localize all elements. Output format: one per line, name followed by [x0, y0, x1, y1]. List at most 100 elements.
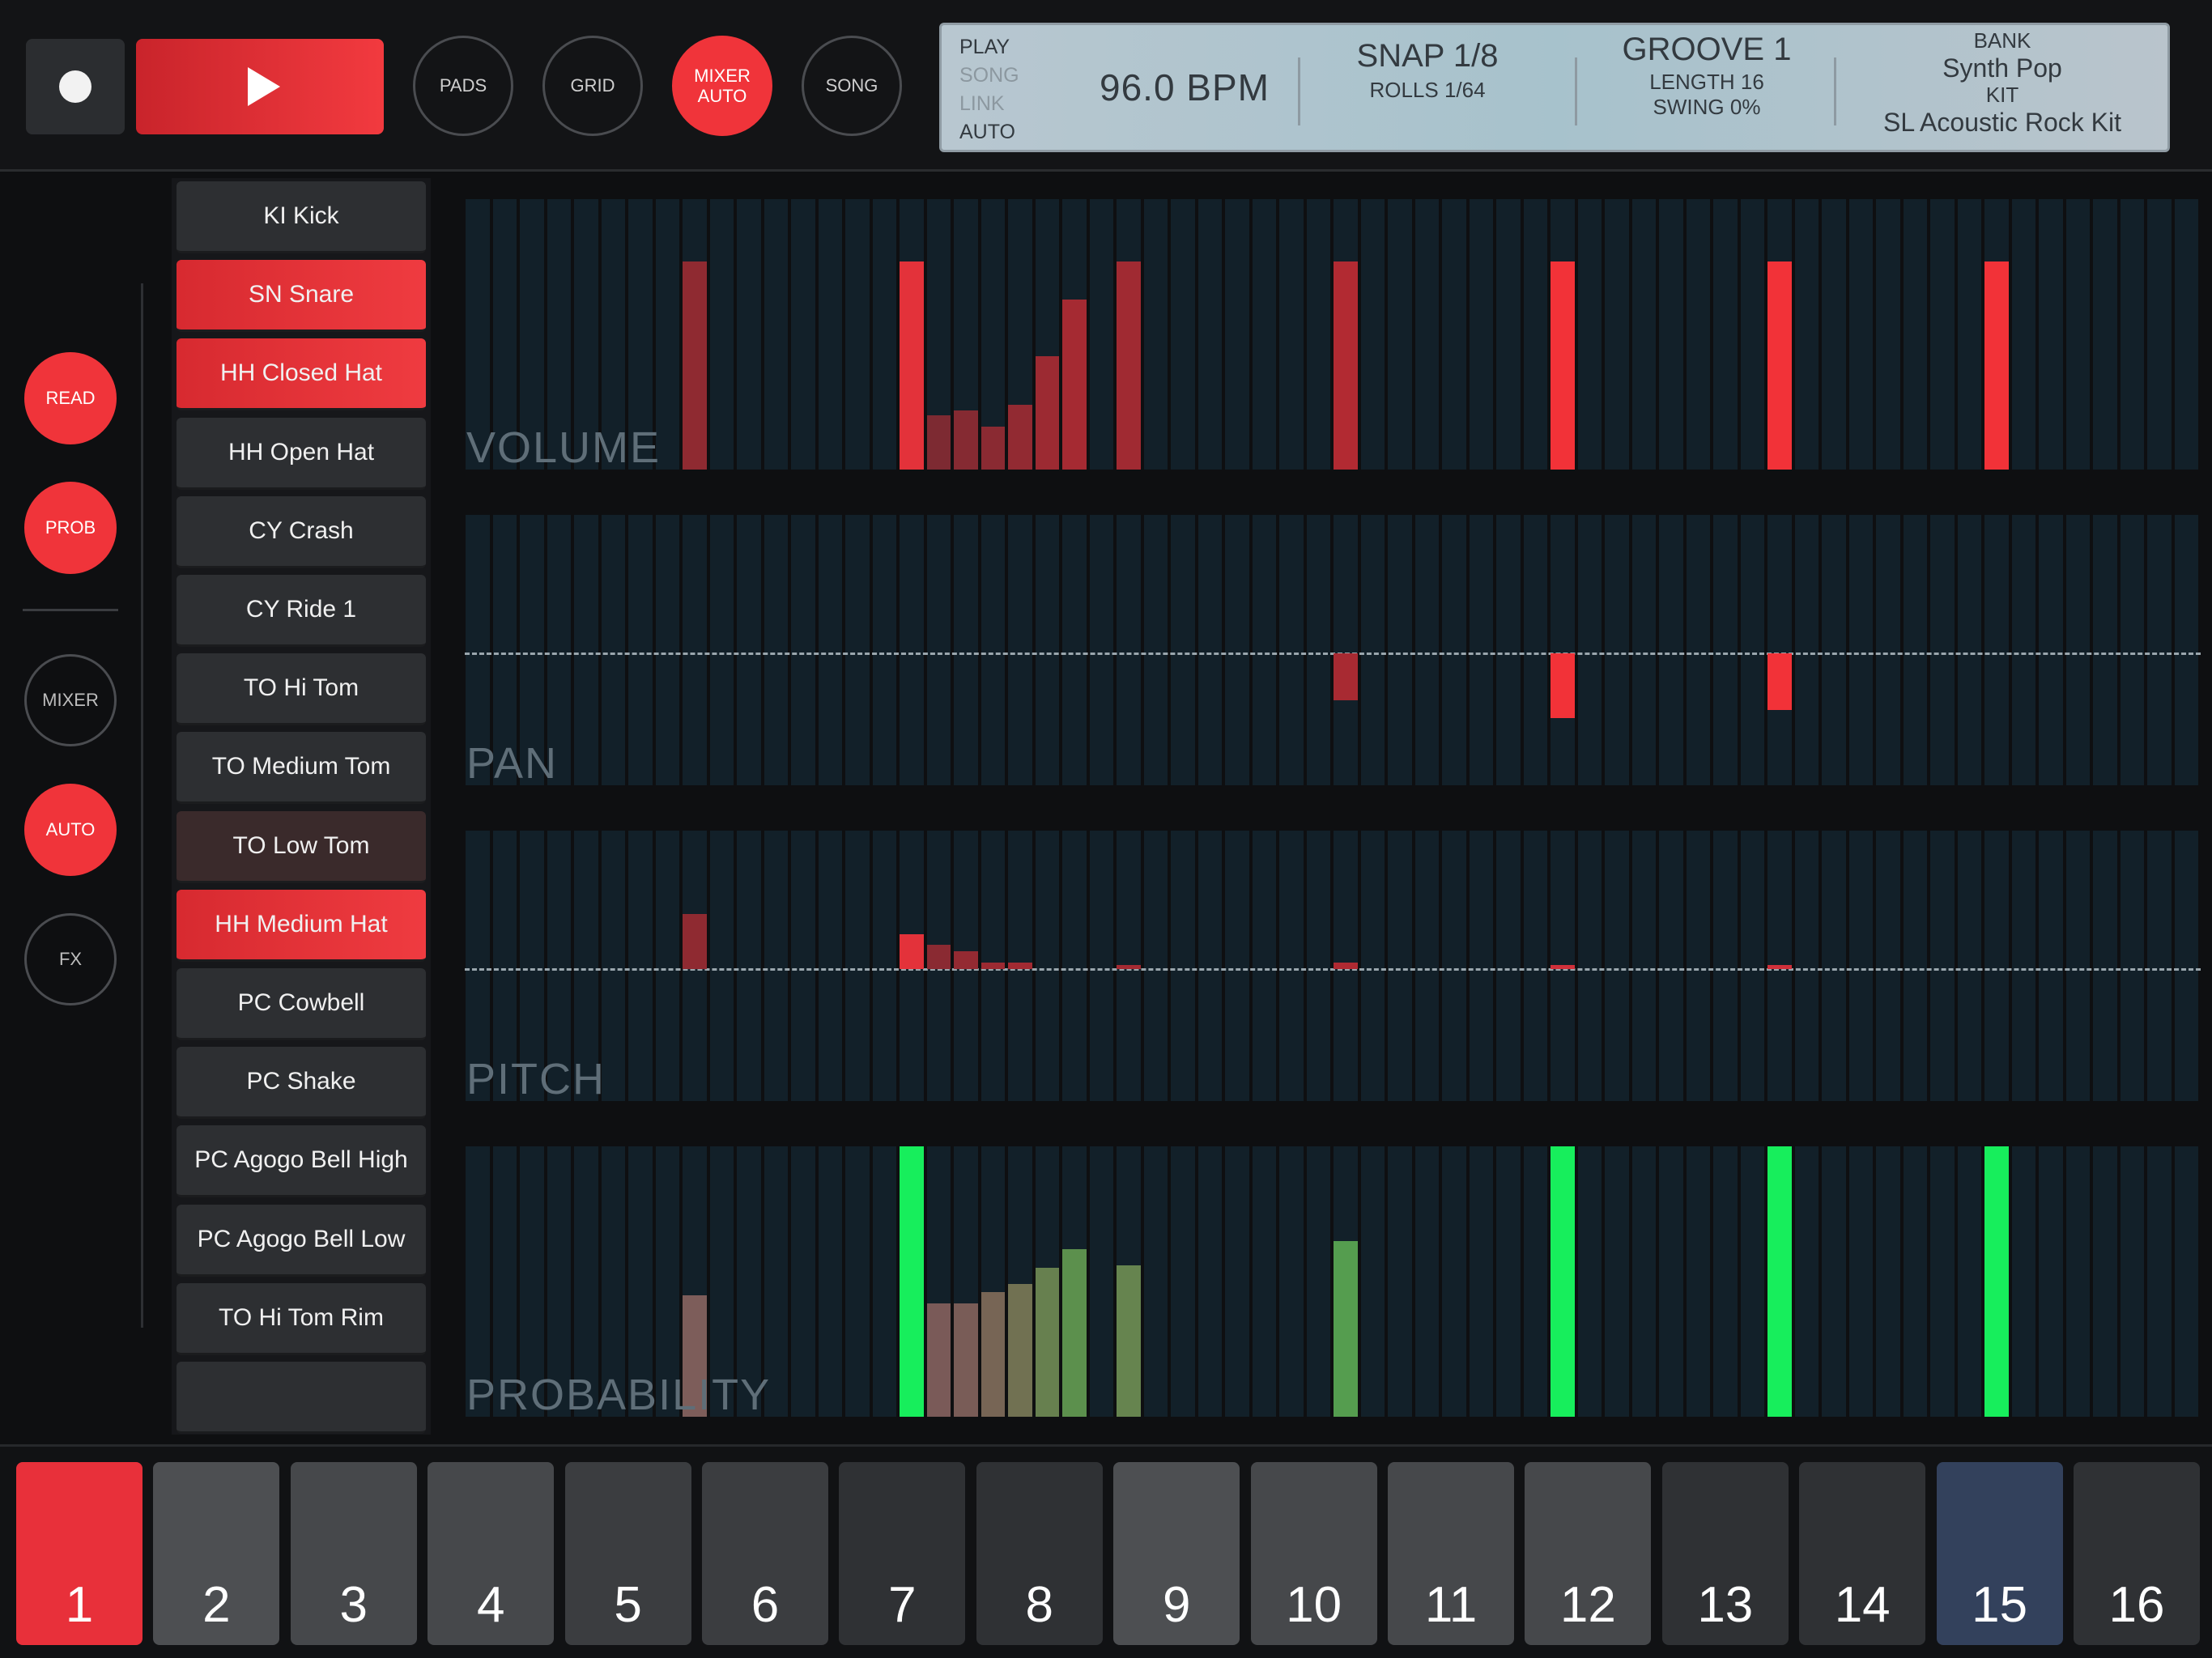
volume-value-bar[interactable] [1062, 299, 1087, 470]
step-column[interactable] [872, 199, 896, 470]
step-column[interactable] [1686, 199, 1710, 470]
step-column[interactable] [791, 515, 815, 785]
step-column[interactable] [818, 831, 842, 1101]
step-column[interactable] [1686, 515, 1710, 785]
step-column[interactable] [1252, 1146, 1276, 1417]
probability-value-bar[interactable] [1035, 1268, 1059, 1417]
pad-button[interactable]: 13 [1661, 1462, 1789, 1645]
step-column[interactable] [1388, 831, 1412, 1101]
step-column[interactable] [1794, 515, 1819, 785]
step-column[interactable] [2147, 1146, 2172, 1417]
step-column[interactable] [547, 831, 571, 1101]
step-column[interactable] [1794, 199, 1819, 470]
instrument-item[interactable]: SN Snare [177, 260, 426, 333]
auto-button[interactable]: AUTO [24, 784, 117, 876]
probability-value-bar[interactable] [683, 1295, 707, 1417]
step-column[interactable] [628, 515, 653, 785]
step-column[interactable] [1414, 515, 1439, 785]
step-column[interactable] [1605, 1146, 1629, 1417]
step-column[interactable] [1957, 831, 1981, 1101]
step-column[interactable] [1225, 515, 1249, 785]
step-column[interactable] [1848, 199, 1873, 470]
step-column[interactable] [2093, 1146, 2117, 1417]
step-column[interactable] [2065, 515, 2090, 785]
step-column[interactable] [1686, 831, 1710, 1101]
step-column[interactable] [1414, 1146, 1439, 1417]
step-column[interactable] [1062, 515, 1087, 785]
step-column[interactable] [1469, 199, 1493, 470]
step-column[interactable] [1225, 1146, 1249, 1417]
volume-lane[interactable]: VOLUME [465, 199, 2201, 472]
step-column[interactable] [1903, 199, 1927, 470]
pad-button[interactable]: 2 [153, 1462, 280, 1645]
step-column[interactable] [466, 199, 490, 470]
step-column[interactable] [1171, 1146, 1195, 1417]
step-column[interactable] [1631, 515, 1656, 785]
step-column[interactable] [547, 515, 571, 785]
step-column[interactable] [628, 199, 653, 470]
step-column[interactable] [1279, 1146, 1304, 1417]
bank-kit-readout[interactable]: BANK Synth Pop KIT SL Acoustic Rock Kit [1840, 25, 2164, 153]
pitch-value-bar[interactable] [683, 913, 707, 969]
step-column[interactable] [1496, 1146, 1521, 1417]
step-column[interactable] [520, 1146, 544, 1417]
step-column[interactable] [1496, 199, 1521, 470]
step-column[interactable] [1143, 1146, 1168, 1417]
step-column[interactable] [1659, 199, 1683, 470]
step-column[interactable] [872, 515, 896, 785]
pad-button[interactable]: 11 [1388, 1462, 1514, 1645]
step-column[interactable] [547, 199, 571, 470]
step-column[interactable] [1848, 1146, 1873, 1417]
step-column[interactable] [601, 831, 625, 1101]
volume-value-bar[interactable] [954, 410, 978, 470]
volume-value-bar[interactable] [683, 261, 707, 470]
step-column[interactable] [547, 1146, 571, 1417]
step-column[interactable] [1523, 199, 1547, 470]
step-column[interactable] [2039, 831, 2063, 1101]
step-column[interactable] [791, 1146, 815, 1417]
step-column[interactable] [655, 831, 679, 1101]
step-column[interactable] [1442, 1146, 1466, 1417]
step-column[interactable] [2011, 515, 2035, 785]
step-column[interactable] [926, 515, 951, 785]
step-column[interactable] [1930, 515, 1955, 785]
step-column[interactable] [1496, 515, 1521, 785]
step-column[interactable] [1388, 515, 1412, 785]
step-column[interactable] [1930, 831, 1955, 1101]
step-column[interactable] [791, 199, 815, 470]
instrument-item[interactable]: KI Kick [177, 181, 426, 253]
step-column[interactable] [628, 1146, 653, 1417]
volume-value-bar[interactable] [1984, 261, 2009, 470]
mixer-button[interactable]: MIXER [24, 654, 117, 746]
step-column[interactable] [1957, 515, 1981, 785]
probability-value-bar[interactable] [1551, 1146, 1575, 1417]
step-column[interactable] [1252, 199, 1276, 470]
probability-value-bar[interactable] [1334, 1240, 1358, 1417]
step-column[interactable] [1089, 1146, 1113, 1417]
step-column[interactable] [1252, 515, 1276, 785]
step-column[interactable] [845, 831, 870, 1101]
volume-value-bar[interactable] [1334, 261, 1358, 470]
step-column[interactable] [2147, 515, 2172, 785]
step-column[interactable] [520, 831, 544, 1101]
pitch-value-bar[interactable] [1334, 962, 1358, 969]
step-column[interactable] [1334, 515, 1358, 785]
instrument-item[interactable]: TO Hi Tom Rim [177, 1282, 426, 1355]
step-column[interactable] [981, 515, 1005, 785]
step-column[interactable] [1903, 515, 1927, 785]
step-column[interactable] [1252, 831, 1276, 1101]
step-column[interactable] [709, 199, 734, 470]
step-column[interactable] [1171, 515, 1195, 785]
step-column[interactable] [1143, 199, 1168, 470]
step-column[interactable] [737, 515, 761, 785]
step-column[interactable] [1822, 831, 1846, 1101]
volume-value-bar[interactable] [1767, 261, 1792, 470]
step-column[interactable] [1197, 199, 1222, 470]
step-column[interactable] [1631, 1146, 1656, 1417]
instrument-item[interactable]: PC Agogo Bell High [177, 1125, 426, 1198]
step-column[interactable] [818, 1146, 842, 1417]
step-column[interactable] [2065, 831, 2090, 1101]
volume-value-bar[interactable] [926, 415, 951, 470]
step-column[interactable] [1822, 1146, 1846, 1417]
instrument-item[interactable]: HH Medium Hat [177, 889, 426, 962]
